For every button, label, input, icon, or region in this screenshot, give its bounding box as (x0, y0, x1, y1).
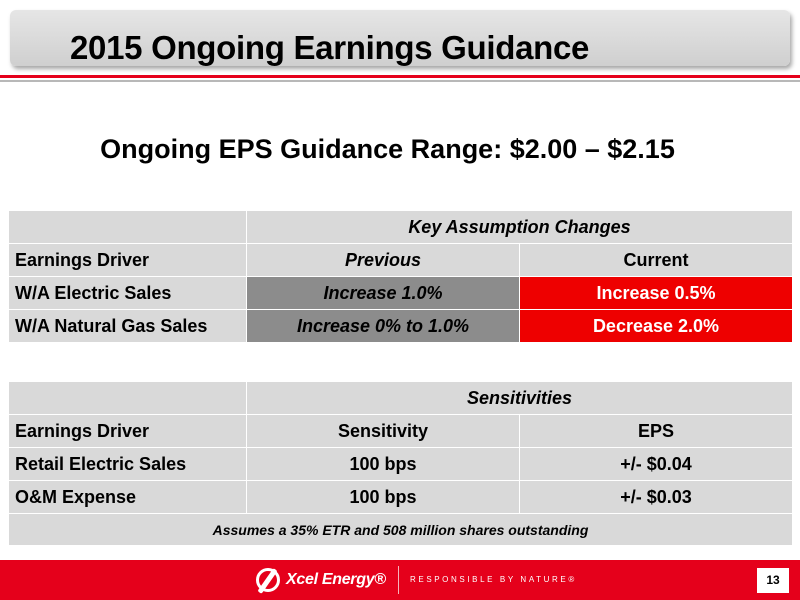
column-header-row: Earnings Driver Previous Current (8, 243, 793, 277)
page-number: 13 (757, 568, 789, 593)
blank-header-cell (8, 210, 247, 244)
previous-cell: Increase 1.0% (246, 276, 520, 310)
sensitivity-cell: 100 bps (246, 480, 520, 514)
eps-cell: +/- $0.04 (518, 447, 794, 481)
column-header-eps: EPS (518, 414, 794, 448)
column-header-row: Earnings Driver Sensitivity EPS (8, 414, 794, 448)
title-rule-red (0, 75, 800, 78)
assumptions-note: Assumes a 35% ETR and 508 million shares… (7, 513, 794, 546)
table-row: W/A Electric Sales Increase 1.0% Increas… (8, 276, 793, 310)
blank-header-cell (8, 381, 247, 415)
table-row: O&M Expense 100 bps +/- $0.03 (8, 480, 794, 514)
title-rule-gray (0, 80, 800, 82)
previous-cell: Increase 0% to 1.0% (246, 309, 520, 343)
table-row: W/A Natural Gas Sales Increase 0% to 1.0… (8, 309, 793, 343)
column-header-current: Current (519, 243, 793, 277)
driver-cell: W/A Natural Gas Sales (8, 309, 247, 343)
xcel-energy-logo: Xcel Energy® (256, 568, 386, 592)
column-header-driver: Earnings Driver (8, 414, 247, 448)
sensitivities-table: Sensitivities Earnings Driver Sensitivit… (7, 381, 794, 546)
column-header-sensitivity: Sensitivity (246, 414, 520, 448)
logo-text: Xcel Energy® (286, 571, 386, 588)
title-bar: 2015 Ongoing Earnings Guidance (10, 10, 790, 66)
current-cell: Decrease 2.0% (519, 309, 793, 343)
footer-bar: Xcel Energy® RESPONSIBLE BY NATURE® 13 (0, 560, 800, 600)
group-header: Sensitivities (245, 381, 794, 415)
column-header-driver: Earnings Driver (8, 243, 247, 277)
table-header-row: Sensitivities (8, 381, 794, 415)
table-header-row: Key Assumption Changes (8, 210, 793, 244)
table-note-row: Assumes a 35% ETR and 508 million shares… (7, 513, 794, 546)
driver-cell: W/A Electric Sales (8, 276, 247, 310)
column-header-previous: Previous (246, 243, 520, 277)
group-header: Key Assumption Changes (246, 210, 793, 244)
tagline: RESPONSIBLE BY NATURE® (410, 575, 577, 584)
xcel-swoosh-icon (256, 568, 280, 592)
table-row: Retail Electric Sales 100 bps +/- $0.04 (8, 447, 794, 481)
driver-cell: Retail Electric Sales (8, 447, 247, 481)
key-assumptions-table: Key Assumption Changes Earnings Driver P… (8, 210, 793, 343)
driver-cell: O&M Expense (8, 480, 247, 514)
footer-divider (398, 566, 399, 594)
slide-title: 2015 Ongoing Earnings Guidance (70, 29, 590, 66)
sensitivity-cell: 100 bps (246, 447, 520, 481)
eps-cell: +/- $0.03 (518, 480, 794, 514)
eps-guidance-range: Ongoing EPS Guidance Range: $2.00 – $2.1… (100, 134, 675, 164)
current-cell: Increase 0.5% (519, 276, 793, 310)
